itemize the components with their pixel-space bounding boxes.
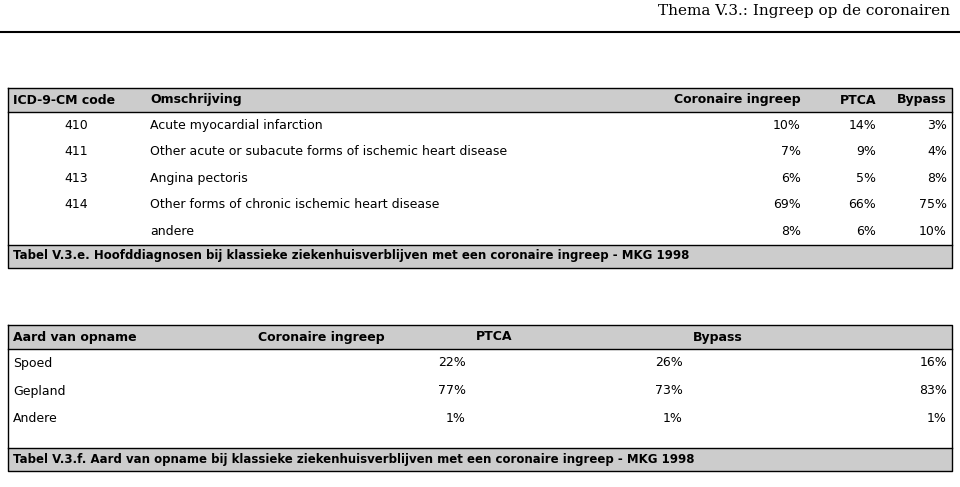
Text: Aard van opname: Aard van opname	[13, 331, 136, 343]
Text: 73%: 73%	[655, 385, 683, 397]
Text: Thema V.3.: Ingreep op de coronairen: Thema V.3.: Ingreep op de coronairen	[658, 4, 950, 18]
Bar	[8, 325, 952, 349]
Text: 414: 414	[64, 198, 88, 211]
Text: Other acute or subacute forms of ischemic heart disease: Other acute or subacute forms of ischemi…	[150, 145, 507, 158]
Text: 8%: 8%	[780, 225, 801, 238]
Text: 10%: 10%	[773, 119, 801, 132]
Text: 14%: 14%	[849, 119, 876, 132]
Text: 6%: 6%	[856, 225, 876, 238]
Bar	[8, 88, 952, 112]
Text: Coronaire ingreep: Coronaire ingreep	[258, 331, 385, 343]
Text: Spoed: Spoed	[13, 356, 52, 370]
Text: Gepland: Gepland	[13, 385, 65, 397]
Text: Tabel V.3.f. Aard van opname bij klassieke ziekenhuisverblijven met een coronair: Tabel V.3.f. Aard van opname bij klassie…	[13, 453, 694, 466]
Text: Angina pectoris: Angina pectoris	[150, 172, 248, 185]
Text: 10%: 10%	[919, 225, 947, 238]
Text: PTCA: PTCA	[840, 94, 876, 107]
Text: 69%: 69%	[773, 198, 801, 211]
Text: 3%: 3%	[927, 119, 947, 132]
Text: 77%: 77%	[438, 385, 466, 397]
Text: 8%: 8%	[927, 172, 947, 185]
Bar	[8, 448, 952, 471]
Text: ICD-9-CM code: ICD-9-CM code	[13, 94, 115, 107]
Text: 1%: 1%	[927, 412, 947, 426]
Text: andere: andere	[150, 225, 194, 238]
Text: Other forms of chronic ischemic heart disease: Other forms of chronic ischemic heart di…	[150, 198, 440, 211]
Text: 4%: 4%	[927, 145, 947, 158]
Text: 1%: 1%	[445, 412, 466, 426]
Text: 16%: 16%	[920, 356, 947, 370]
Text: 413: 413	[64, 172, 88, 185]
Text: 410: 410	[64, 119, 88, 132]
Text: Bypass: Bypass	[898, 94, 947, 107]
Text: Coronaire ingreep: Coronaire ingreep	[674, 94, 801, 107]
Text: 75%: 75%	[919, 198, 947, 211]
Text: Bypass: Bypass	[693, 331, 742, 343]
Text: 7%: 7%	[780, 145, 801, 158]
Text: 1%: 1%	[662, 412, 683, 426]
Text: PTCA: PTCA	[475, 331, 512, 343]
Bar	[8, 244, 952, 267]
Text: 6%: 6%	[780, 172, 801, 185]
Text: 9%: 9%	[856, 145, 876, 158]
Text: 411: 411	[64, 145, 88, 158]
Text: Tabel V.3.e. Hoofddiagnosen bij klassieke ziekenhuisverblijven met een coronaire: Tabel V.3.e. Hoofddiagnosen bij klassiek…	[13, 249, 689, 262]
Text: Andere: Andere	[13, 412, 58, 426]
Text: 5%: 5%	[856, 172, 876, 185]
Text: 83%: 83%	[919, 385, 947, 397]
Text: 66%: 66%	[849, 198, 876, 211]
Text: Omschrijving: Omschrijving	[150, 94, 242, 107]
Text: 26%: 26%	[655, 356, 683, 370]
Text: 22%: 22%	[438, 356, 466, 370]
Text: Acute myocardial infarction: Acute myocardial infarction	[150, 119, 323, 132]
